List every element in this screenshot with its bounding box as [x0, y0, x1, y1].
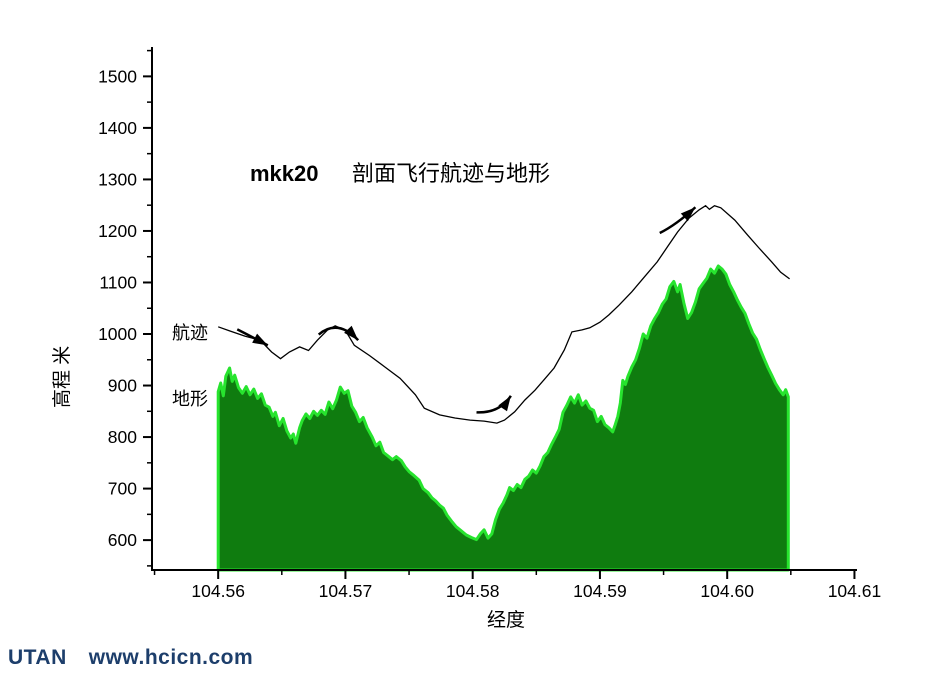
x-tick-label: 104.60 — [700, 581, 754, 601]
x-tick-label: 104.56 — [191, 581, 245, 601]
terrain-area-series — [216, 264, 790, 572]
x-tick-label: 104.57 — [319, 581, 373, 601]
y-tick-label: 900 — [108, 376, 137, 396]
chart-title: 剖面飞行航迹与地形 — [352, 162, 550, 187]
y-tick-label: 1000 — [98, 324, 137, 344]
y-tick-label: 1100 — [99, 272, 137, 292]
x-tick-label: 104.58 — [446, 581, 500, 601]
y-tick-label: 1300 — [98, 169, 137, 189]
arrow-head-icon — [252, 333, 268, 346]
terrain-polygon — [216, 264, 790, 572]
flight-track-line-series — [217, 204, 790, 424]
axis-tick-labels: 600 700 800 900 1000 1100 1200 1300 1400 1500 104.… — [98, 66, 881, 601]
y-tick-label: 800 — [108, 427, 137, 447]
axis-spines — [151, 47, 857, 571]
direction-arrows — [236, 206, 697, 414]
y-axis-title: 高程 米 — [51, 346, 73, 408]
watermark: UTAN www.hcicn.com — [8, 646, 253, 670]
chart-title-id: mkk20 — [250, 161, 319, 186]
watermark-brand: UTAN — [8, 646, 67, 669]
flight-track-polyline — [217, 204, 790, 424]
arrow-head-icon — [344, 325, 359, 341]
x-tick-label: 104.61 — [828, 581, 882, 601]
arrow-head-icon — [498, 395, 511, 412]
y-tick-label: 600 — [108, 530, 137, 550]
y-tick-label: 1200 — [98, 221, 137, 241]
y-tick-label: 1500 — [98, 66, 137, 86]
axes — [151, 47, 857, 571]
y-tick-label: 1400 — [98, 118, 137, 138]
terrain-series-label: 地形 — [172, 389, 208, 409]
arrow-head-icon — [680, 207, 696, 222]
axis-ticks — [143, 49, 856, 579]
x-tick-label: 104.59 — [573, 581, 627, 601]
track-series-label: 航迹 — [172, 323, 208, 343]
x-axis-title: 经度 — [487, 609, 525, 631]
y-tick-label: 700 — [108, 479, 137, 499]
watermark-site-url: www.hcicn.com — [88, 646, 254, 669]
